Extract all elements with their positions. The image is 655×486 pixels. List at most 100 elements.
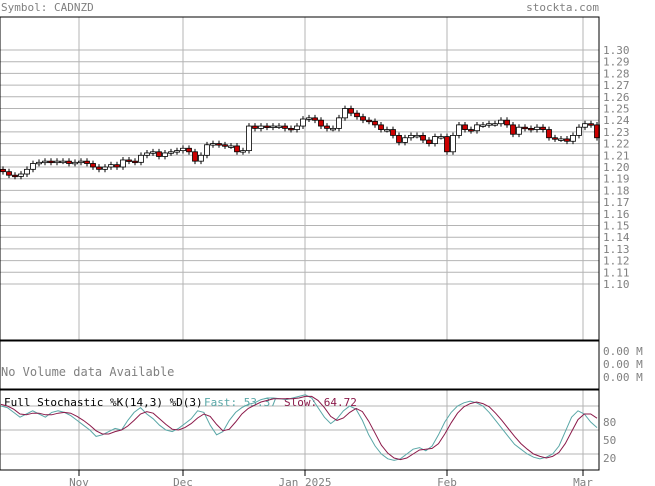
- slow-d-line: [0, 395, 598, 461]
- volume-label-2: 0.00 M: [603, 358, 643, 371]
- fast-label: Fast: 53.37: [204, 396, 277, 409]
- candle-body: [204, 144, 210, 156]
- candle-body: [66, 160, 72, 164]
- candle-body: [264, 125, 270, 128]
- x-tick-label: Mar: [573, 476, 593, 486]
- price-tick-label: 1.10: [603, 278, 630, 291]
- candle-body: [552, 137, 558, 140]
- volume-panel-frame: [0, 340, 600, 390]
- candle-body: [414, 135, 420, 138]
- candle-body: [162, 152, 168, 157]
- candle-body: [522, 126, 528, 130]
- price-tick-label: 1.23: [603, 126, 630, 139]
- candle-body: [120, 159, 126, 168]
- candle-body: [108, 164, 114, 168]
- stochastic-grid: [0, 390, 599, 470]
- x-axis: Nov Dec Jan 2025 Feb Mar: [69, 470, 593, 486]
- candle-body: [6, 171, 12, 176]
- candle-body: [588, 123, 594, 126]
- candle-body: [528, 127, 534, 131]
- candle-body: [132, 160, 138, 164]
- candle-body: [492, 123, 498, 126]
- volume-label-1: 0.00 M: [603, 345, 643, 358]
- candle-body: [396, 135, 402, 143]
- candle-body: [354, 112, 360, 118]
- candle-body: [390, 129, 396, 136]
- candle-body: [558, 138, 564, 141]
- candle-body: [576, 126, 582, 136]
- symbol-label: Symbol: CADNZD: [1, 1, 94, 14]
- candle-body: [282, 125, 288, 129]
- candle-body: [324, 125, 330, 129]
- candle-body: [186, 147, 192, 153]
- candle-body: [228, 145, 234, 148]
- price-axis: 1.301.291.281.271.261.251.241.231.221.21…: [603, 44, 630, 291]
- candle-body: [486, 123, 492, 126]
- candle-body: [348, 108, 354, 114]
- candle-body: [78, 160, 84, 164]
- candle-body: [426, 139, 432, 144]
- candle-body: [96, 166, 102, 170]
- stochastic-panel-frame: [0, 389, 600, 471]
- candle-body: [240, 150, 246, 153]
- candle-body: [90, 163, 96, 168]
- candle-body: [384, 129, 390, 132]
- candle-body: [180, 147, 186, 152]
- candle-body: [246, 125, 252, 152]
- candle-body: [534, 126, 540, 130]
- candle-body: [30, 163, 36, 170]
- price-tick-label: 1.11: [603, 266, 630, 279]
- candle-body: [498, 119, 504, 125]
- candle-body: [336, 117, 342, 129]
- candle-body: [516, 126, 522, 135]
- candle-body: [114, 164, 120, 168]
- price-tick-label: 1.17: [603, 196, 630, 209]
- candle-body: [42, 160, 48, 164]
- x-tick-label: Jan 2025: [279, 476, 332, 486]
- candle-body: [306, 117, 312, 120]
- candle-body: [198, 154, 204, 162]
- price-tick-label: 1.27: [603, 79, 630, 92]
- candle-body: [276, 125, 282, 128]
- x-tick-label: Nov: [69, 476, 89, 486]
- candlesticks: [0, 105, 600, 180]
- candle-body: [18, 173, 24, 177]
- candle-body: [24, 168, 30, 175]
- candle-body: [126, 159, 132, 162]
- candle-body: [540, 126, 546, 130]
- candle-body: [12, 174, 18, 178]
- candle-body: [72, 161, 78, 165]
- price-tick-label: 1.20: [603, 161, 630, 174]
- candle-body: [84, 160, 90, 164]
- candle-body: [474, 124, 480, 132]
- candle-body: [330, 127, 336, 131]
- candle-body: [270, 125, 276, 128]
- price-tick-label: 1.21: [603, 149, 630, 162]
- price-tick-label: 1.28: [603, 67, 630, 80]
- price-panel-frame: [0, 16, 600, 341]
- candle-body: [360, 116, 366, 121]
- stoch-tick-50: 50: [603, 434, 616, 447]
- price-tick-label: 1.18: [603, 184, 630, 197]
- price-grid: [0, 17, 599, 340]
- candle-body: [318, 119, 324, 127]
- candle-body: [438, 136, 444, 139]
- candle-body: [504, 119, 510, 126]
- price-tick-label: 1.12: [603, 255, 630, 268]
- candle-body: [174, 150, 180, 153]
- candle-body: [342, 108, 348, 119]
- candle-body: [150, 151, 156, 154]
- candle-body: [564, 138, 570, 142]
- candle-body: [480, 124, 486, 127]
- candle-body: [192, 151, 198, 162]
- candle-body: [420, 135, 426, 141]
- candle-body: [300, 118, 306, 127]
- candle-body: [156, 151, 162, 157]
- candle-body: [138, 154, 144, 163]
- site-label: stockta.com: [526, 1, 599, 14]
- candle-body: [510, 124, 516, 135]
- price-tick-label: 1.24: [603, 114, 630, 127]
- price-tick-label: 1.25: [603, 103, 630, 116]
- candle-body: [402, 137, 408, 143]
